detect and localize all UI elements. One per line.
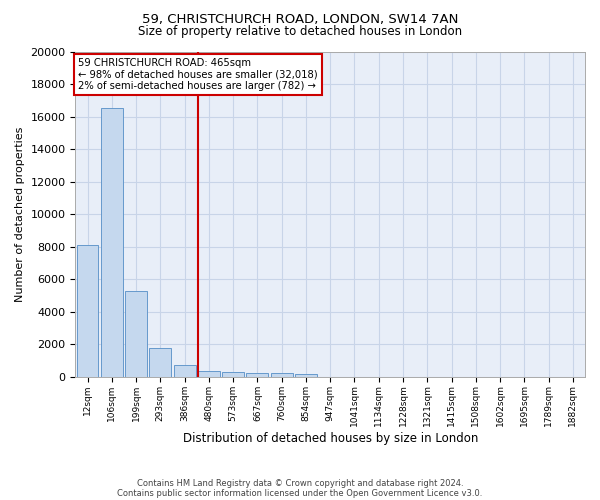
Y-axis label: Number of detached properties: Number of detached properties bbox=[15, 126, 25, 302]
Text: Contains public sector information licensed under the Open Government Licence v3: Contains public sector information licen… bbox=[118, 488, 482, 498]
Bar bbox=[247, 373, 268, 376]
Bar bbox=[101, 108, 123, 376]
Bar bbox=[173, 366, 196, 376]
Bar bbox=[198, 371, 220, 376]
X-axis label: Distribution of detached houses by size in London: Distribution of detached houses by size … bbox=[182, 432, 478, 445]
Bar bbox=[271, 374, 293, 376]
Text: 59 CHRISTCHURCH ROAD: 465sqm
← 98% of detached houses are smaller (32,018)
2% of: 59 CHRISTCHURCH ROAD: 465sqm ← 98% of de… bbox=[78, 58, 317, 91]
Text: Size of property relative to detached houses in London: Size of property relative to detached ho… bbox=[138, 25, 462, 38]
Bar bbox=[222, 372, 244, 376]
Bar bbox=[295, 374, 317, 376]
Bar bbox=[149, 348, 171, 376]
Text: 59, CHRISTCHURCH ROAD, LONDON, SW14 7AN: 59, CHRISTCHURCH ROAD, LONDON, SW14 7AN bbox=[142, 12, 458, 26]
Bar bbox=[125, 290, 147, 376]
Text: Contains HM Land Registry data © Crown copyright and database right 2024.: Contains HM Land Registry data © Crown c… bbox=[137, 478, 463, 488]
Bar bbox=[77, 245, 98, 376]
